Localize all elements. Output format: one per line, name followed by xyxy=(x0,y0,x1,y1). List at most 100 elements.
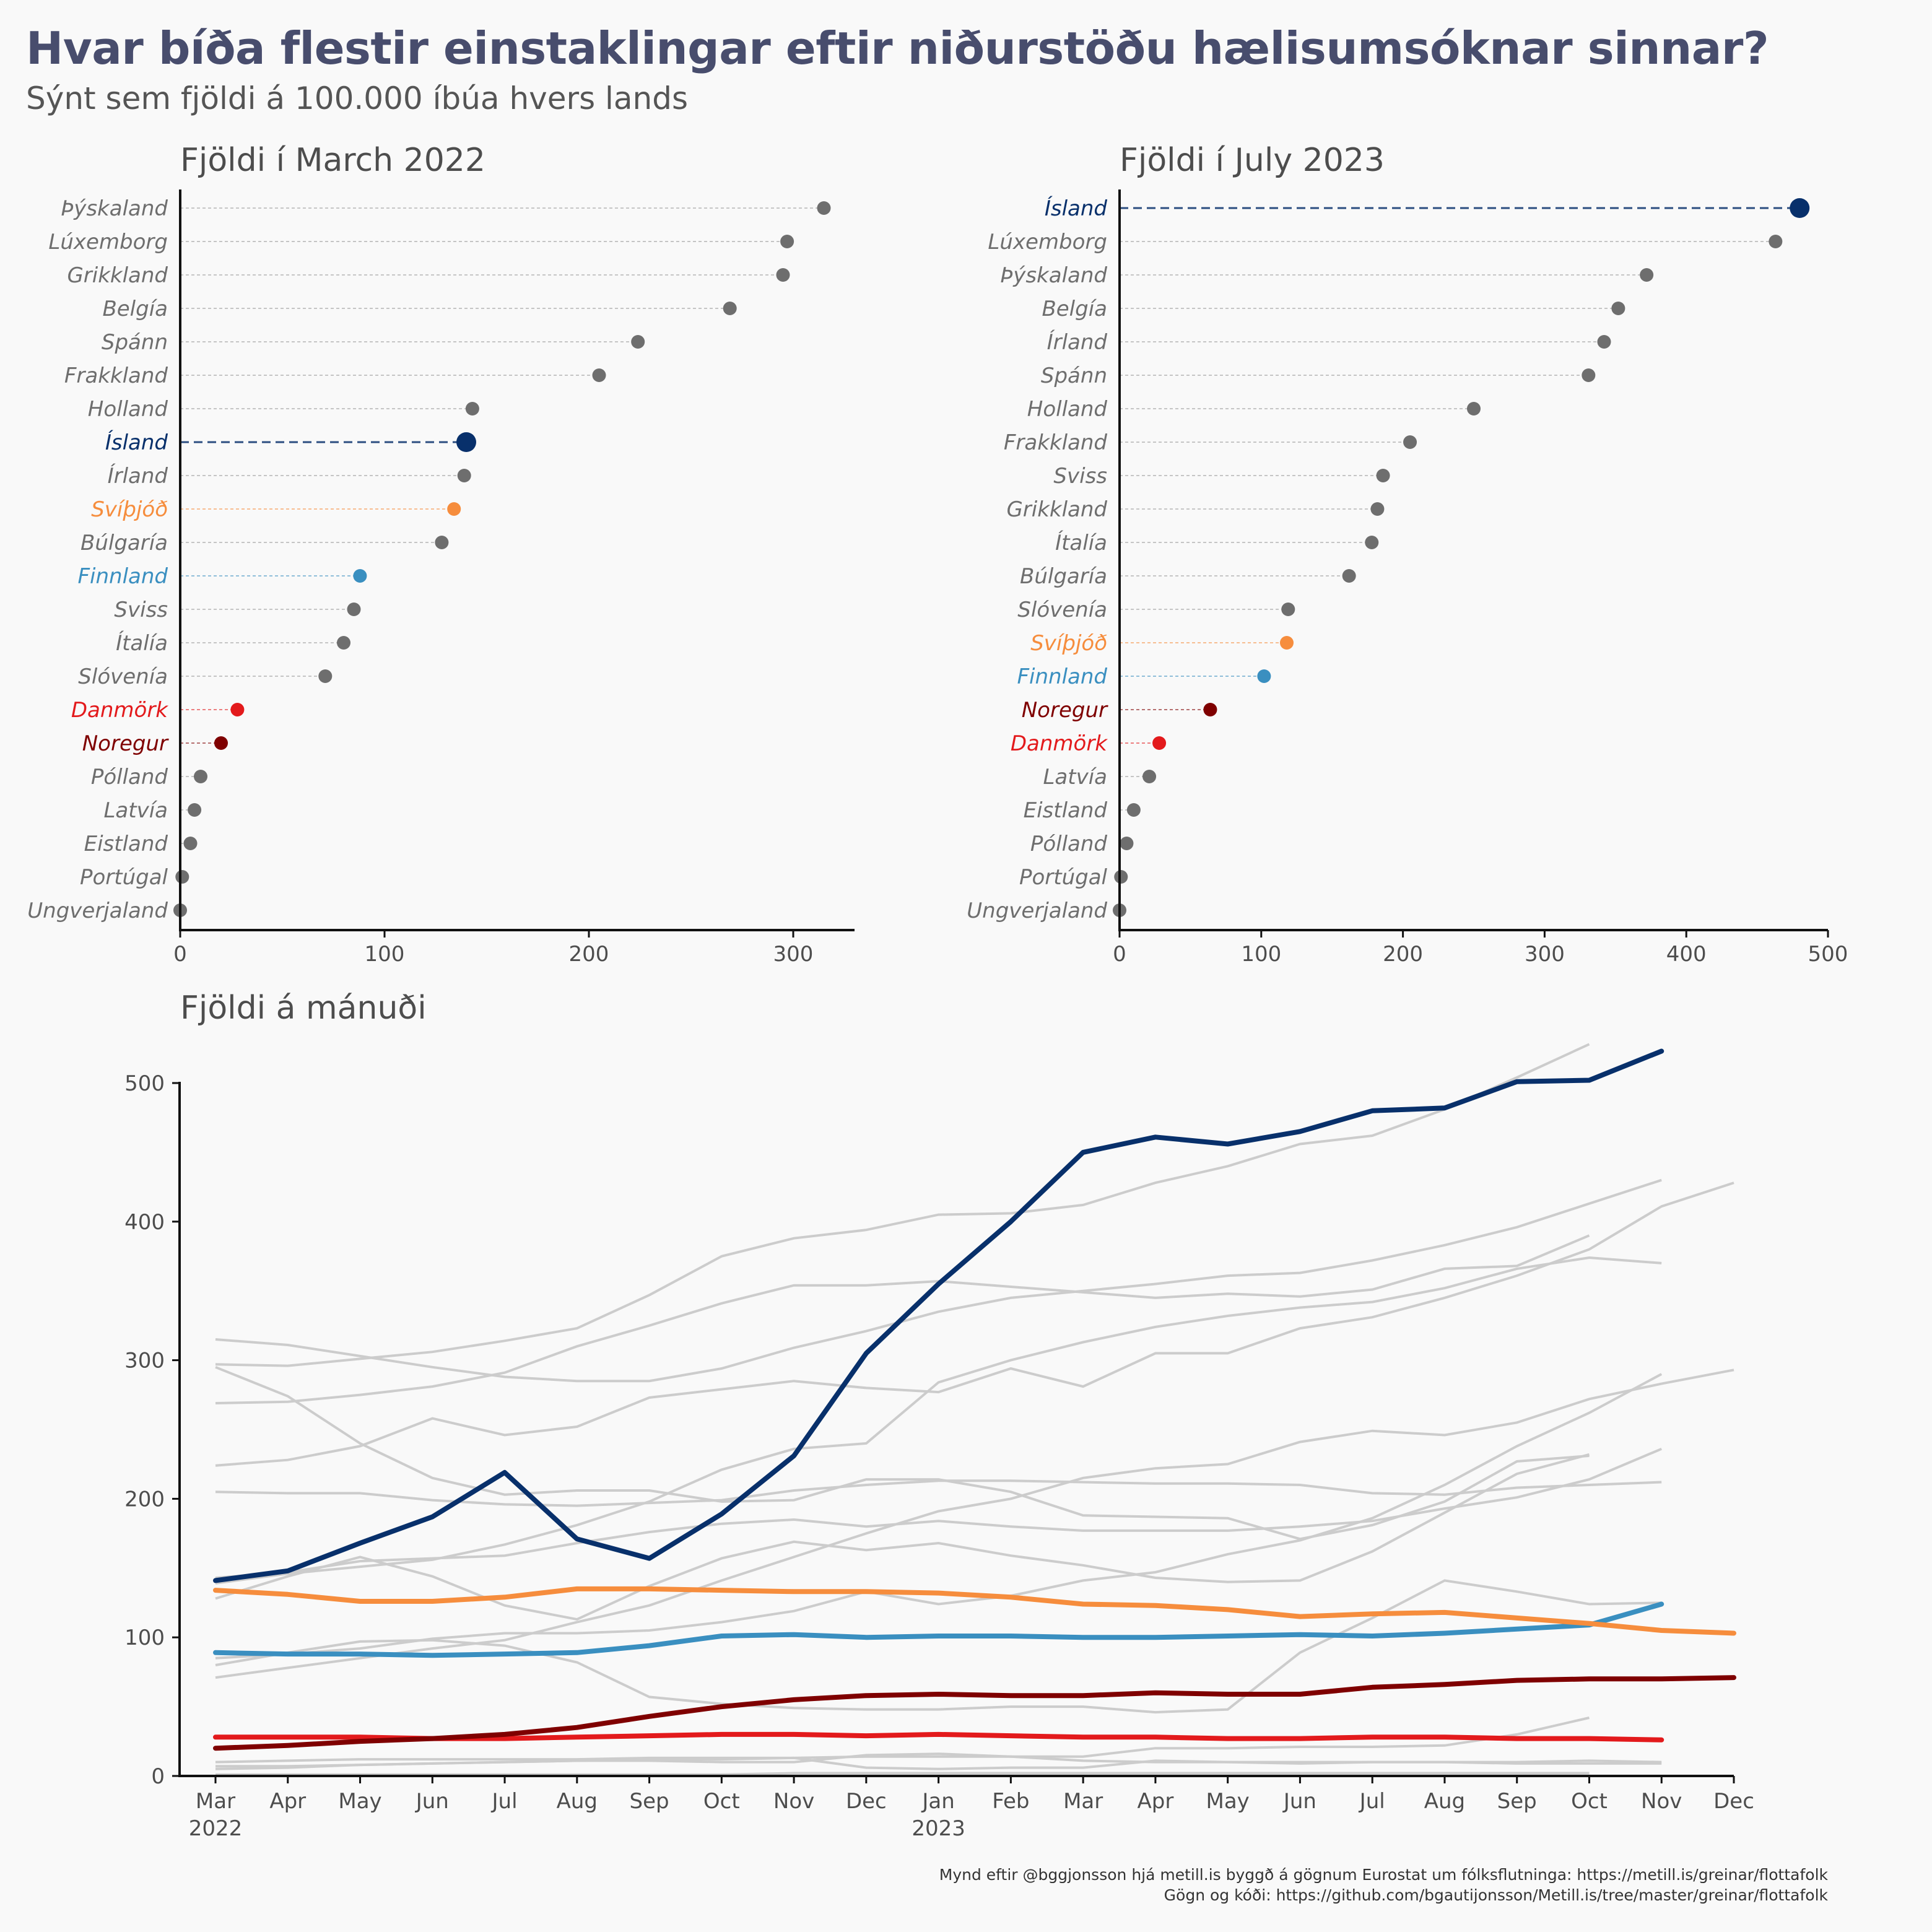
x-tick-label: Jun xyxy=(1282,1789,1316,1814)
dot-sviss xyxy=(347,603,361,616)
series-line-island xyxy=(213,1048,1664,1583)
country-label-frakkland: Frakkland xyxy=(1004,430,1108,455)
country-label-spann: Spánn xyxy=(102,330,168,355)
series-line-other-5 xyxy=(215,1181,1734,1467)
series-line-other-1 xyxy=(215,1178,1662,1383)
series-line-other-2 xyxy=(215,1043,1590,1367)
x-tick-label: Mar xyxy=(1063,1789,1103,1814)
country-label-eistland: Eistland xyxy=(1024,798,1108,823)
series-line-other-7 xyxy=(215,1447,1662,1579)
x-tick-label: Jul xyxy=(1359,1789,1385,1814)
series-line-other-11 xyxy=(215,1579,1662,1714)
country-label-bulgaria: Búlgaría xyxy=(80,531,168,555)
country-label-finnland: Finnland xyxy=(1017,664,1107,689)
y-tick-label: 400 xyxy=(124,1210,165,1235)
series-line-other-10 xyxy=(215,1373,1663,1660)
x-tick-label: 200 xyxy=(1383,942,1423,967)
dot-island xyxy=(1790,198,1810,218)
country-label-island: Ísland xyxy=(1045,196,1108,221)
country-label-irland: Írland xyxy=(108,463,168,489)
country-label-eistland: Eistland xyxy=(84,832,168,856)
country-label-holland: Holland xyxy=(88,397,168,422)
country-label-italia: Ítalía xyxy=(1055,530,1107,555)
x-tick-label: 0 xyxy=(1113,942,1126,967)
x-tick-label: Sep xyxy=(630,1789,669,1814)
country-label-irland: Írland xyxy=(1047,329,1108,355)
panel-title: Fjöldi í July 2023 xyxy=(1120,142,1385,179)
series-line-other-13 xyxy=(215,1717,1590,1764)
y-tick-label: 0 xyxy=(151,1764,165,1789)
dot-slovenia xyxy=(1281,603,1295,616)
x-tick-label: 200 xyxy=(569,942,609,967)
dot-italia xyxy=(1365,536,1379,549)
country-label-portugal: Portúgal xyxy=(1019,865,1108,890)
dot-spann xyxy=(1582,368,1596,382)
dot-noregur xyxy=(214,736,228,750)
country-label-frakkland: Frakkland xyxy=(64,363,168,388)
dot-panel-march-2022: Fjöldi í March 2022 Þýskaland Lúxemborg Gri… xyxy=(27,142,855,967)
dot-luxemborg xyxy=(1769,235,1783,248)
country-label-latvia: Latvía xyxy=(1043,765,1107,790)
x-tick-label: Aug xyxy=(1424,1789,1465,1814)
series-line-noregur xyxy=(213,1675,1736,1751)
country-label-svithjod: Svíþjóð xyxy=(1030,631,1107,656)
dot-holland xyxy=(1467,402,1481,416)
x-tick-label: May xyxy=(338,1789,381,1814)
country-label-slovenia: Slóvenía xyxy=(1017,598,1107,622)
x-tick-label: 300 xyxy=(773,942,814,967)
x-year-label: 2023 xyxy=(912,1816,965,1841)
x-tick-label: Jul xyxy=(491,1789,518,1814)
series-line-other-16 xyxy=(215,1772,1590,1776)
series-line-other-12 xyxy=(215,1368,1734,1679)
country-label-finnland: Finnland xyxy=(77,564,168,589)
dot-eistland xyxy=(1126,803,1141,817)
dot-grikkland xyxy=(776,268,790,282)
dot-svithjod xyxy=(1279,636,1294,650)
country-label-grikkland: Grikkland xyxy=(67,263,168,288)
series-line-other-15 xyxy=(215,1752,1662,1770)
country-label-grikkland: Grikkland xyxy=(1006,497,1107,522)
x-tick-label: May xyxy=(1206,1789,1250,1814)
dot-island xyxy=(456,432,476,452)
country-label-belgia: Belgía xyxy=(102,297,168,321)
country-label-portugal: Portúgal xyxy=(80,865,168,890)
x-tick-label: Feb xyxy=(992,1789,1029,1814)
y-tick-label: 200 xyxy=(124,1487,165,1512)
country-label-italia: Ítalía xyxy=(116,630,168,656)
x-tick-label: 400 xyxy=(1666,942,1707,967)
x-tick-label: Oct xyxy=(703,1789,740,1814)
country-label-danmork: Danmörk xyxy=(71,698,168,723)
dot-irland xyxy=(457,469,471,482)
x-tick-label: 500 xyxy=(1808,942,1848,967)
dot-danmork xyxy=(1152,736,1167,750)
panel-title: Fjöldi á mánuði xyxy=(180,990,427,1027)
series-line-other-9 xyxy=(215,1453,1590,1621)
country-label-bulgaria: Búlgaría xyxy=(1020,564,1107,589)
country-label-thyskaland: Þýskaland xyxy=(1001,263,1108,288)
dot-frakkland xyxy=(592,368,606,382)
dot-panel-july-2023: Fjöldi í July 2023 Ísland Lúxemborg Þýskala… xyxy=(967,142,1848,967)
dot-sviss xyxy=(1376,469,1390,482)
source-caption: Mynd eftir @bggjonsson hjá metill.is byg… xyxy=(939,1865,1828,1905)
country-label-belgia: Belgía xyxy=(1042,297,1107,321)
country-label-ungverjaland: Ungverjaland xyxy=(27,899,168,923)
dot-bulgaria xyxy=(435,536,449,549)
x-tick-label: 0 xyxy=(173,942,187,967)
y-tick-label: 300 xyxy=(124,1349,165,1373)
country-label-sviss: Sviss xyxy=(1053,464,1107,489)
x-tick-label: 100 xyxy=(1241,942,1281,967)
country-label-spann: Spánn xyxy=(1041,363,1107,388)
x-tick-label: Jun xyxy=(415,1789,449,1814)
x-tick-label: Dec xyxy=(1713,1789,1754,1814)
dot-grikkland xyxy=(1370,502,1385,516)
dot-thyskaland xyxy=(817,201,831,215)
country-label-svithjod: Svíþjóð xyxy=(91,497,168,522)
chart-title: Hvar bíða flestir einstaklingar eftir ni… xyxy=(26,22,1769,74)
dot-bulgaria xyxy=(1342,569,1356,583)
series-line-other-8 xyxy=(215,1256,1662,1585)
x-tick-label: Dec xyxy=(846,1789,887,1814)
series-line-other-3 xyxy=(215,1365,1590,1541)
dot-finnland xyxy=(1257,669,1271,683)
dot-portugal xyxy=(1114,870,1128,884)
country-label-polland: Pólland xyxy=(1030,832,1108,856)
